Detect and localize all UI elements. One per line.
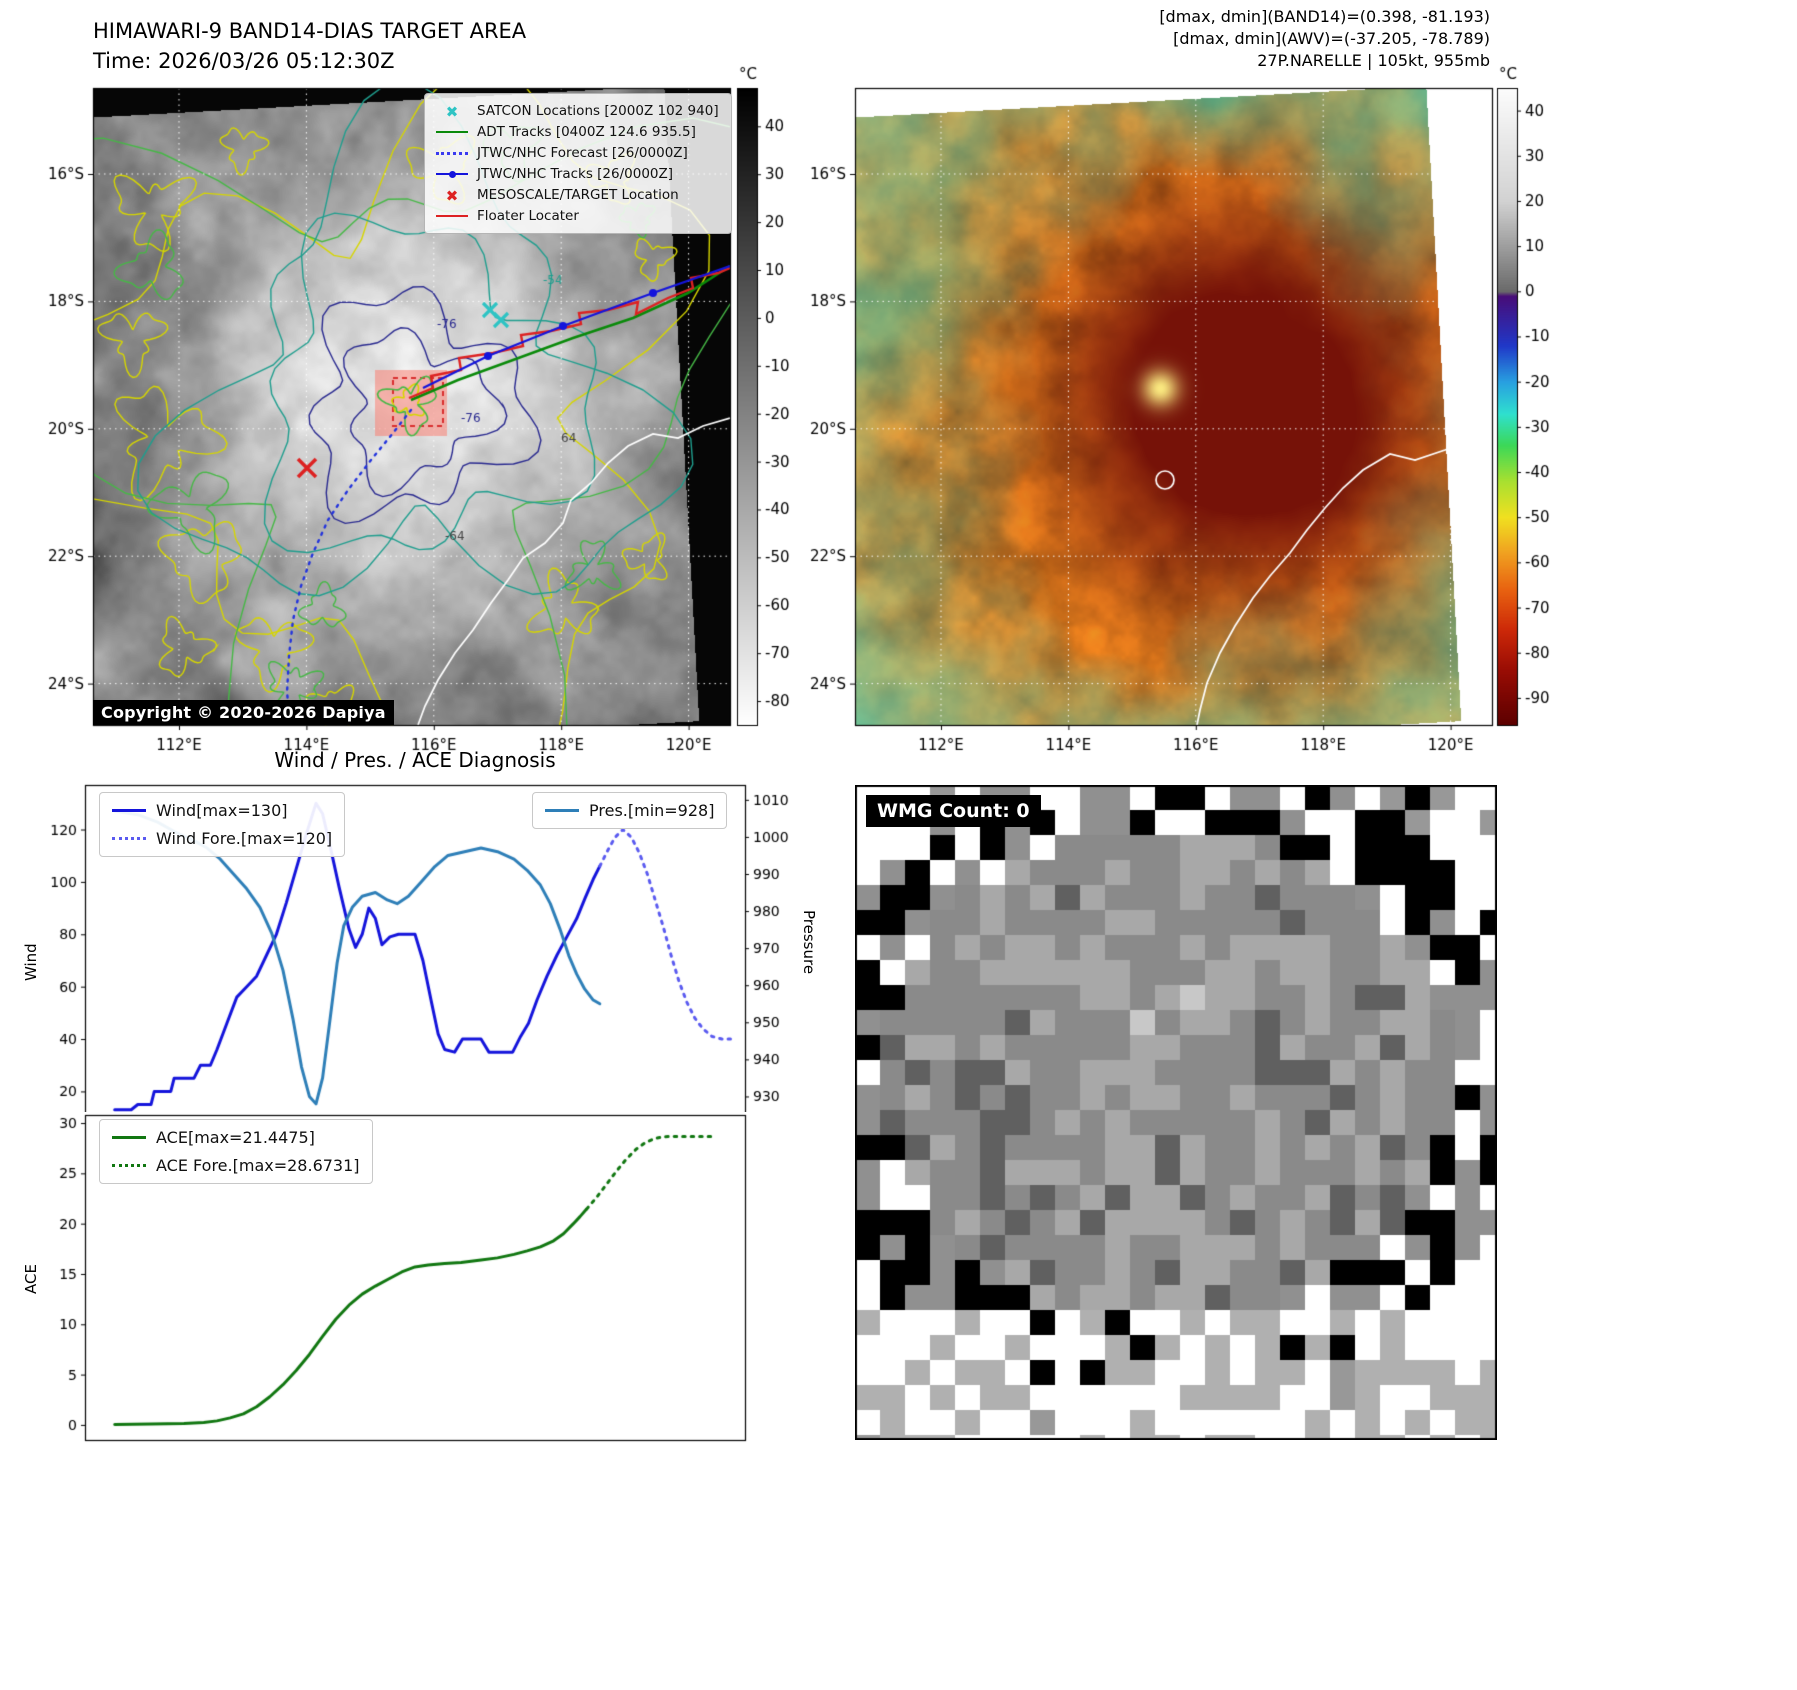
copyright-label: Copyright © 2020-2026 Dapiya (93, 700, 394, 725)
awv-header-block: [dmax, dmin](BAND14)=(0.398, -81.193) [d… (1159, 6, 1490, 72)
adt-line-icon (435, 131, 469, 133)
wmg-image-canvas (855, 785, 1497, 1440)
wmg-count-label: WMG Count: 0 (866, 795, 1041, 827)
legend-item-adt: ADT Tracks [0400Z 124.6 935.5] (435, 123, 721, 141)
wind-line-icon (112, 809, 146, 812)
legend-item-jtwc-track: JTWC/NHC Tracks [26/0000Z] (435, 165, 721, 183)
legend-label: JTWC/NHC Forecast [26/0000Z] (477, 145, 688, 161)
awv-header-line2: [dmax, dmin](AWV)=(-37.205, -78.789) (1173, 29, 1490, 48)
legend-item-floater: Floater Locater (435, 207, 721, 225)
wind-axis-label: Wind (22, 943, 40, 981)
legend-item-wind: Wind[max=130] (112, 801, 332, 820)
legend-label: ADT Tracks [0400Z 124.6 935.5] (477, 124, 696, 140)
legend-label: SATCON Locations [2000Z 102 940] (477, 103, 719, 119)
ace-legend: ACE[max=21.4475] ACE Fore.[max=28.6731] (99, 1119, 373, 1184)
legend-label: ACE[max=21.4475] (156, 1128, 315, 1147)
pressure-line-icon (545, 809, 579, 812)
legend-item-pressure: Pres.[min=928] (545, 801, 714, 820)
legend-label: JTWC/NHC Tracks [26/0000Z] (477, 166, 674, 182)
wind-legend: Wind[max=130] Wind Fore.[max=120] (99, 792, 346, 857)
awv-colorbar-canvas (1485, 66, 1575, 756)
band14-time: Time: 2026/03/26 05:12:30Z (93, 49, 395, 73)
floater-line-icon (435, 215, 469, 217)
legend-label: MESOSCALE/TARGET Location (477, 187, 679, 203)
ace-axis-label: ACE (22, 1264, 40, 1294)
awv-map-canvas (802, 80, 1522, 760)
band14-title: HIMAWARI-9 BAND14-DIAS TARGET AREA (93, 19, 527, 43)
awv-header-line3: 27P.NARELLE | 105kt, 955mb (1257, 51, 1490, 70)
band14-colorbar-canvas (725, 66, 803, 756)
legend-item-ace: ACE[max=21.4475] (112, 1128, 360, 1147)
legend-label: Wind[max=130] (156, 801, 288, 820)
satcon-x-icon (435, 102, 469, 121)
ace-forecast-line-icon (112, 1164, 146, 1167)
legend-item-jtwc-forecast: JTWC/NHC Forecast [26/0000Z] (435, 144, 721, 162)
legend-label: Pres.[min=928] (589, 801, 715, 820)
awv-header-line1: [dmax, dmin](BAND14)=(0.398, -81.193) (1159, 7, 1490, 26)
legend-item-satcon: SATCON Locations [2000Z 102 940] (435, 102, 721, 120)
band14-map-legend: SATCON Locations [2000Z 102 940] ADT Tra… (424, 93, 732, 234)
legend-item-ace-forecast: ACE Fore.[max=28.6731] (112, 1156, 360, 1175)
jtwc-forecast-line-icon (435, 151, 469, 155)
diagnosis-title: Wind / Pres. / ACE Diagnosis (274, 748, 556, 772)
legend-item-wind-forecast: Wind Fore.[max=120] (112, 829, 332, 848)
mesoscale-x-icon (435, 186, 469, 205)
pressure-legend: Pres.[min=928] (532, 792, 728, 829)
jtwc-track-line-icon (435, 170, 469, 178)
legend-label: Floater Locater (477, 208, 579, 224)
band14-title-block: HIMAWARI-9 BAND14-DIAS TARGET AREA Time:… (93, 16, 526, 76)
pressure-axis-label: Pressure (800, 910, 818, 975)
legend-label: Wind Fore.[max=120] (156, 829, 333, 848)
legend-item-mesoscale: MESOSCALE/TARGET Location (435, 186, 721, 204)
wind-forecast-line-icon (112, 837, 146, 840)
ace-line-icon (112, 1136, 146, 1139)
legend-label: ACE Fore.[max=28.6731] (156, 1156, 360, 1175)
